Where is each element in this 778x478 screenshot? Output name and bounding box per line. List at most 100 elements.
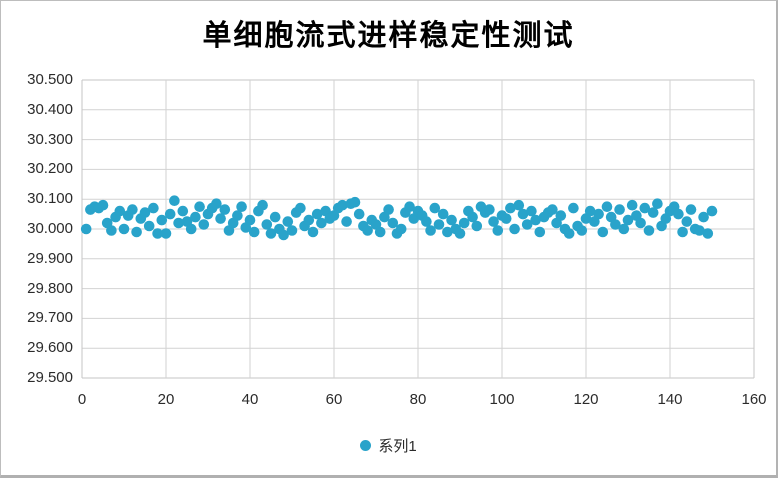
data-point (215, 213, 226, 224)
x-tick-label: 120 (573, 391, 599, 408)
data-point (437, 208, 449, 220)
data-point (387, 217, 399, 229)
y-tick-label: 29.600 (27, 339, 73, 357)
data-point (652, 198, 663, 209)
data-point (597, 226, 609, 238)
data-point (127, 204, 138, 215)
data-point (681, 216, 693, 227)
data-point (97, 199, 109, 211)
legend-marker-icon (360, 440, 372, 451)
data-point (185, 223, 197, 235)
data-point (610, 219, 621, 230)
x-tick-label: 140 (657, 391, 683, 408)
data-point (534, 226, 546, 238)
data-point (601, 201, 613, 212)
data-point (706, 205, 718, 217)
data-point (190, 211, 201, 223)
data-point (488, 216, 499, 227)
data-point (156, 214, 168, 226)
data-point (278, 229, 289, 241)
data-point (169, 195, 180, 206)
y-tick-label: 30.500 (27, 71, 73, 88)
data-point (286, 225, 298, 236)
data-point (349, 196, 361, 208)
data-point (593, 208, 604, 220)
data-point (236, 201, 247, 212)
legend: 系列1 (1, 435, 776, 456)
data-point (198, 219, 210, 230)
data-point (219, 204, 231, 215)
data-point (374, 226, 386, 238)
data-point (639, 202, 651, 214)
data-point (530, 214, 541, 226)
data-point (509, 223, 520, 235)
data-point (584, 205, 596, 217)
data-point (694, 225, 705, 236)
data-point (248, 226, 260, 238)
data-point (500, 213, 512, 224)
x-tick-label: 160 (741, 391, 767, 408)
data-point (563, 228, 575, 239)
x-tick-label: 100 (489, 391, 515, 408)
data-point (547, 204, 558, 215)
data-point (404, 201, 415, 212)
data-point (139, 207, 151, 218)
data-point (265, 228, 277, 239)
data-point (622, 214, 634, 226)
data-point (555, 210, 567, 221)
data-point (114, 205, 126, 217)
data-point (505, 202, 516, 214)
y-tick-label: 30.400 (27, 100, 73, 118)
data-point (244, 214, 256, 226)
data-point (341, 216, 352, 227)
data-point (295, 202, 306, 214)
data-point (517, 208, 529, 220)
chart-title: 单细胞流式进样稳定性测试 (202, 20, 575, 52)
y-tick-label: 29.700 (27, 309, 73, 327)
legend-label: 系列1 (378, 438, 417, 455)
data-point (673, 208, 684, 220)
x-tick-label: 60 (325, 391, 343, 408)
data-point (647, 207, 659, 218)
data-point (282, 216, 294, 227)
data-point (106, 225, 117, 236)
x-tick-label: 20 (157, 391, 175, 408)
data-point (513, 199, 525, 211)
data-point (211, 198, 222, 209)
y-tick-label: 30.000 (27, 220, 73, 237)
data-point (471, 220, 483, 232)
data-point (118, 223, 130, 235)
data-point (643, 225, 655, 236)
data-point (143, 220, 155, 232)
y-tick-label: 30.100 (27, 190, 73, 208)
data-point (635, 217, 646, 229)
data-point (316, 217, 327, 229)
data-point (442, 226, 453, 238)
data-point (131, 226, 142, 238)
data-point (80, 223, 92, 235)
y-tick-label: 30.200 (27, 160, 73, 178)
data-point (148, 202, 159, 214)
data-point (618, 223, 630, 235)
plot-area (80, 79, 755, 379)
data-point (521, 219, 533, 230)
data-point (685, 204, 697, 215)
data-point (257, 199, 268, 211)
scatter-series (80, 195, 718, 241)
data-point (433, 219, 445, 230)
data-point (429, 202, 441, 214)
data-point (626, 199, 638, 211)
data-point (307, 226, 319, 238)
data-point (698, 211, 709, 223)
data-point (526, 205, 537, 217)
data-point (395, 223, 407, 235)
plot-svg (80, 79, 755, 379)
data-point (337, 199, 348, 211)
x-tick-label: 0 (77, 391, 87, 408)
x-tick-label: 40 (241, 391, 259, 408)
y-tick-label: 29.900 (27, 249, 73, 267)
y-tick-label: 29.800 (27, 279, 73, 297)
y-tick-label: 30.300 (27, 130, 73, 148)
data-point (446, 214, 457, 226)
